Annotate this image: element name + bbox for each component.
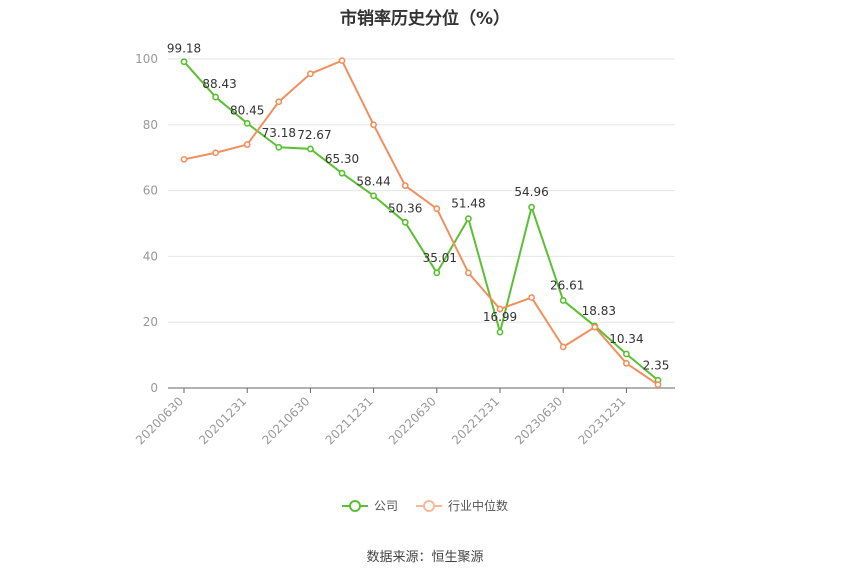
data-point-company	[623, 350, 630, 358]
data-point-industry-median	[275, 98, 283, 106]
data-label-company: 50.36	[388, 201, 422, 215]
data-point-industry-median	[243, 141, 251, 148]
data-point-industry-median	[401, 182, 409, 190]
data-point-industry-median	[338, 57, 346, 65]
data-point-company	[338, 169, 346, 177]
data-point-company	[370, 192, 377, 200]
data-label-company: 54.96	[514, 185, 548, 199]
data-point-industry-median	[654, 381, 662, 389]
x-tick-label: 20201231	[196, 394, 249, 447]
x-tick-label: 20231231	[575, 394, 628, 447]
data-point-industry-median	[306, 70, 314, 78]
data-point-company	[306, 145, 314, 153]
data-point-industry-median	[623, 359, 630, 367]
x-tick-label: 20210630	[259, 394, 312, 447]
y-tick-label: 60	[143, 184, 158, 198]
data-point-company	[496, 328, 504, 336]
data-label-company: 16.99	[483, 310, 517, 324]
data-point-company	[212, 93, 219, 101]
legend-swatch-industry-median	[416, 499, 442, 512]
data-point-industry-median	[433, 205, 441, 213]
data-point-company	[401, 218, 409, 226]
data-point-company	[180, 58, 188, 66]
series-line-company	[183, 61, 659, 382]
chart-legend: 公司 行业中位数	[0, 497, 850, 514]
data-label-company: 18.83	[582, 304, 616, 318]
data-label-company: 65.30	[325, 152, 359, 166]
data-label-company: 35.01	[423, 251, 457, 265]
x-tick-label: 20221231	[449, 394, 502, 447]
data-point-industry-median	[180, 155, 188, 163]
data-point-industry-median	[464, 269, 472, 277]
series-line-industry-median	[183, 59, 659, 386]
data-label-company: 51.48	[451, 197, 485, 211]
data-point-industry-median	[528, 294, 535, 301]
x-tick-label: 20220630	[386, 394, 439, 447]
data-point-company	[243, 119, 251, 127]
y-tick-label: 40	[143, 249, 158, 263]
legend-swatch-company	[341, 499, 368, 512]
data-point-company	[528, 203, 535, 211]
data-label-company: 73.18	[262, 126, 296, 140]
legend-item-industry-median[interactable]: 行业中位数	[416, 497, 508, 514]
y-tick-label: 80	[143, 118, 158, 132]
data-point-company	[559, 297, 567, 304]
data-source-note: 数据来源：恒生聚源	[366, 550, 484, 565]
data-point-company	[433, 269, 441, 277]
data-label-company: 88.43	[202, 77, 236, 91]
data-label-company: 58.44	[356, 175, 390, 189]
data-point-industry-median	[559, 343, 567, 351]
data-label-company: 72.67	[297, 128, 331, 142]
data-label-company: 10.34	[609, 332, 643, 346]
legend-label-company: 公司	[373, 499, 398, 513]
data-label-company: 26.61	[550, 278, 584, 292]
y-tick-label: 100	[135, 52, 158, 66]
data-point-industry-median	[496, 305, 504, 313]
legend-item-company[interactable]: 公司	[341, 497, 398, 514]
data-point-industry-median	[212, 149, 219, 157]
x-tick-label: 20200630	[133, 394, 186, 447]
data-point-industry-median	[591, 323, 599, 331]
x-tick-label: 20211231	[323, 394, 376, 447]
data-point-company	[464, 215, 472, 223]
y-tick-label: 0	[150, 381, 158, 395]
y-tick-label: 20	[143, 315, 158, 329]
data-label-company: 2.35	[643, 358, 670, 372]
x-tick-label: 20230630	[512, 394, 565, 447]
data-point-industry-median	[370, 121, 377, 129]
data-label-company: 80.45	[230, 103, 264, 117]
data-point-company	[275, 143, 283, 151]
legend-label-industry-median: 行业中位数	[448, 499, 509, 513]
chart-title: 市销率历史分位（%）	[339, 9, 511, 29]
data-label-company: 99.18	[167, 42, 201, 56]
